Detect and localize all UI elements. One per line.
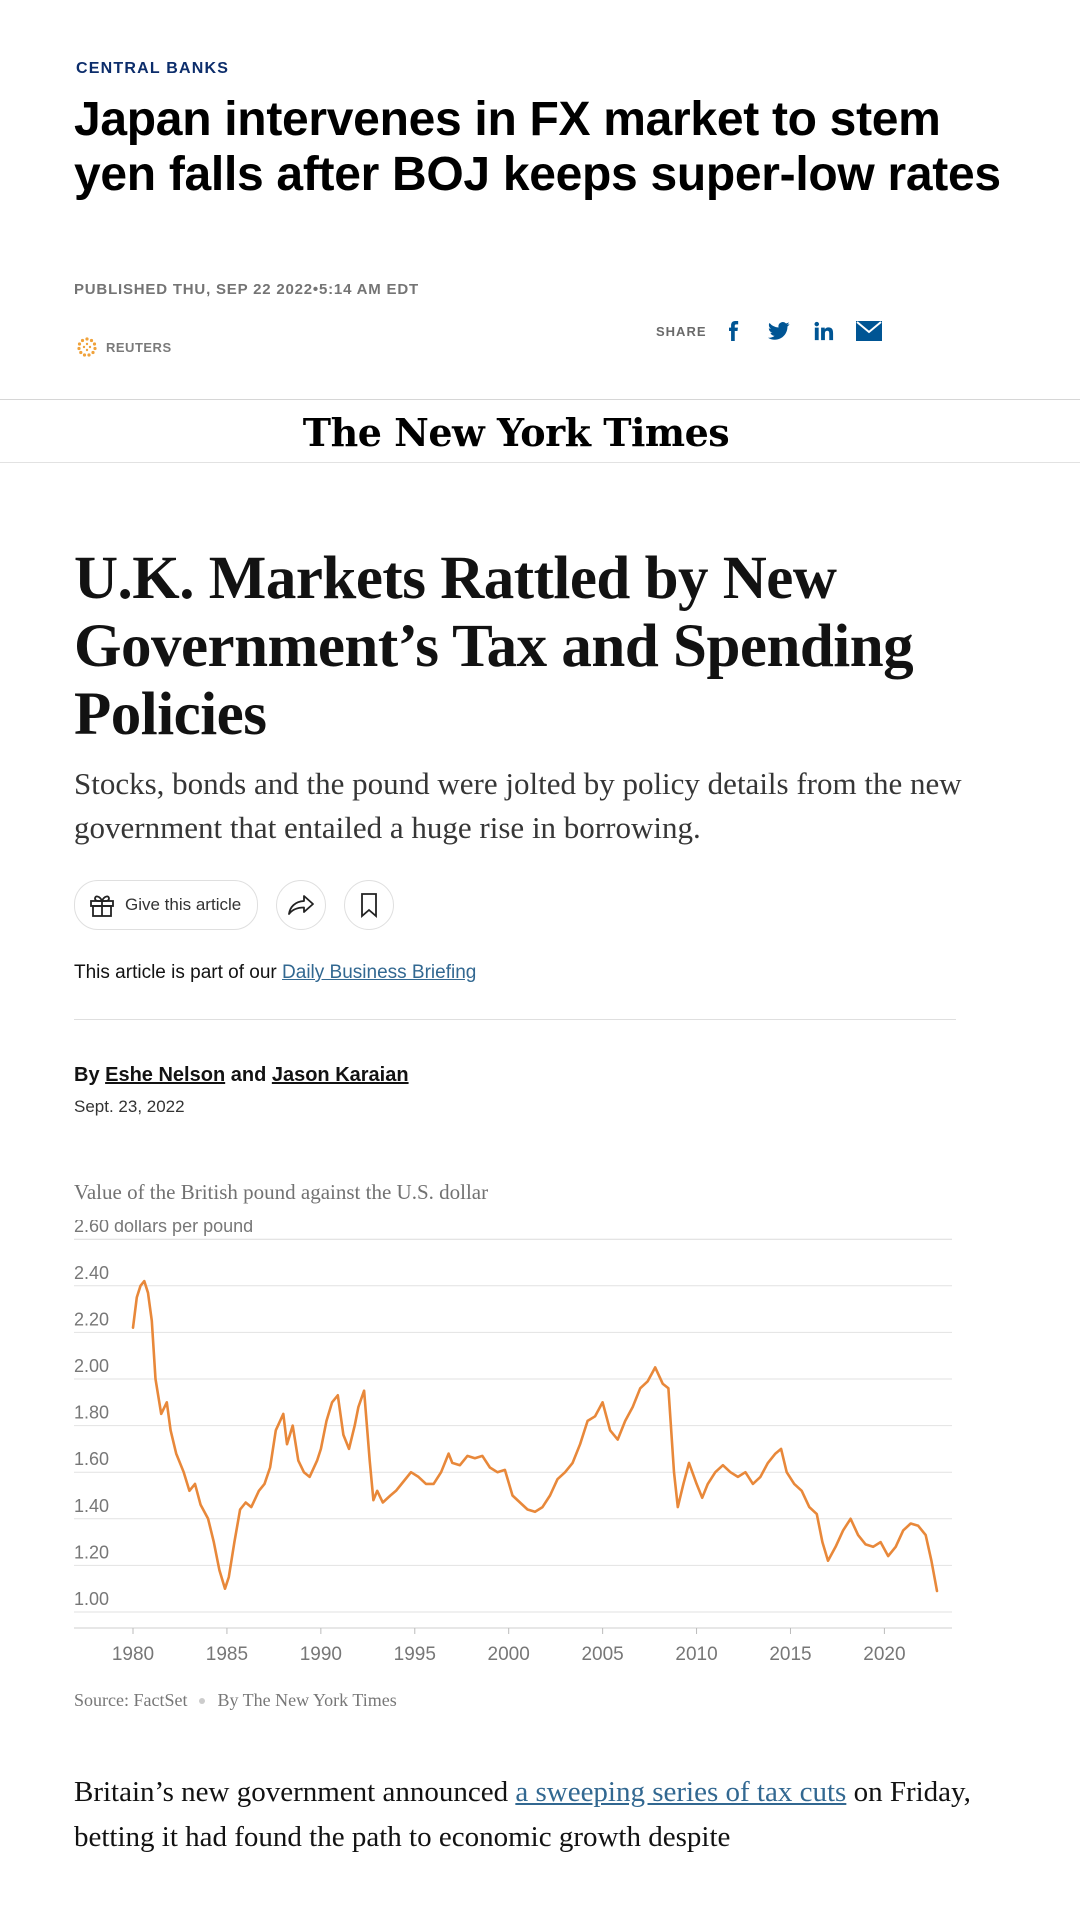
y-tick-label: 1.00	[74, 1589, 109, 1609]
byline: By Eshe Nelson and Jason Karaian	[74, 1064, 409, 1087]
article-headline: U.K. Markets Rattled by New Government’s…	[74, 545, 914, 748]
byline-divider	[74, 1019, 956, 1020]
y-tick-label: 1.80	[74, 1403, 109, 1423]
facebook-icon[interactable]	[721, 318, 747, 344]
briefing-link[interactable]: Daily Business Briefing	[282, 962, 477, 983]
linkedin-icon[interactable]	[811, 318, 837, 344]
x-tick-label: 2010	[675, 1644, 717, 1665]
cnbc-article-header: CENTRAL BANKS Japan intervenes in FX mar…	[0, 0, 1080, 400]
x-tick-label: 1985	[206, 1644, 248, 1665]
briefing-prefix: This article is part of our	[74, 962, 283, 983]
author-link-2[interactable]: Jason Karaian	[271, 1064, 409, 1086]
briefing-note: This article is part of our Daily Busine…	[74, 962, 476, 984]
byline-and: and	[225, 1064, 272, 1086]
article-actions: Give this article	[74, 880, 395, 930]
y-tick-label: 2.20	[74, 1309, 109, 1329]
bookmark-icon	[361, 893, 378, 918]
cnbc-headline: Japan intervenes in FX market to stem ye…	[74, 93, 1001, 201]
series-line-gbp-usd	[131, 1279, 939, 1593]
x-tick-label: 1995	[394, 1644, 436, 1665]
share-button[interactable]	[276, 880, 327, 930]
author-link-1[interactable]: Eshe Nelson	[105, 1064, 226, 1086]
chart-source-line: Source: FactSet By The New York Times	[74, 1690, 397, 1711]
gift-icon	[90, 895, 114, 917]
x-tick-label: 1980	[112, 1644, 154, 1665]
give-article-button[interactable]: Give this article	[74, 880, 259, 930]
chart-title: Value of the British pound against the U…	[74, 1180, 489, 1204]
article-date: Sept. 23, 2022	[74, 1097, 185, 1116]
reuters-logo-icon	[77, 337, 97, 357]
chart-source: Source: FactSet	[74, 1690, 188, 1710]
nyt-logo[interactable]: The New York Times	[302, 410, 730, 455]
y-tick-label: 2.00	[74, 1356, 109, 1376]
x-tick-label: 2020	[863, 1644, 905, 1665]
source-label: REUTERS	[106, 339, 172, 355]
give-article-label: Give this article	[125, 895, 242, 914]
y-tick-label: 1.60	[74, 1449, 109, 1469]
y-tick-label: 1.40	[74, 1496, 109, 1516]
byline-by: By	[74, 1064, 106, 1086]
section-kicker[interactable]: CENTRAL BANKS	[76, 60, 230, 77]
y-axis-unit-label: 2.60 dollars per pound	[74, 1220, 253, 1236]
x-tick-label: 2000	[488, 1644, 530, 1665]
article-summary: Stocks, bonds and the pound were jolted …	[74, 766, 962, 845]
separator-dot	[199, 1697, 206, 1704]
email-icon[interactable]	[855, 318, 882, 344]
y-tick-label: 2.40	[74, 1263, 109, 1283]
share-bar: SHARE	[656, 318, 901, 344]
source-credit: REUTERS	[76, 336, 172, 358]
x-tick-label: 1990	[300, 1644, 342, 1665]
share-arrow-icon	[288, 895, 315, 915]
tax-cuts-link[interactable]: a sweeping series of tax cuts	[515, 1776, 847, 1808]
save-button[interactable]	[344, 880, 395, 930]
pound-dollar-chart: 2.60 dollars per pound 2.40 2.20 2.00 1.80 1.…	[74, 1220, 952, 1665]
y-tick-label: 1.20	[74, 1542, 109, 1562]
share-label: SHARE	[656, 323, 707, 339]
body-suffix: on Friday, betting it had found the path…	[74, 1776, 971, 1853]
x-tick-label: 2015	[769, 1644, 811, 1665]
chart-credit: By The New York Times	[217, 1690, 397, 1710]
twitter-icon[interactable]	[766, 318, 792, 344]
body-prefix: Britain’s new government announced	[74, 1776, 516, 1808]
published-timestamp: PUBLISHED THU, SEP 22 2022•5:14 AM EDT	[74, 281, 419, 298]
header-divider	[0, 462, 1080, 463]
section-divider	[0, 399, 1080, 400]
x-tick-label: 2005	[581, 1644, 623, 1665]
article-body-paragraph: Britain’s new government announced a swe…	[74, 1770, 974, 1860]
